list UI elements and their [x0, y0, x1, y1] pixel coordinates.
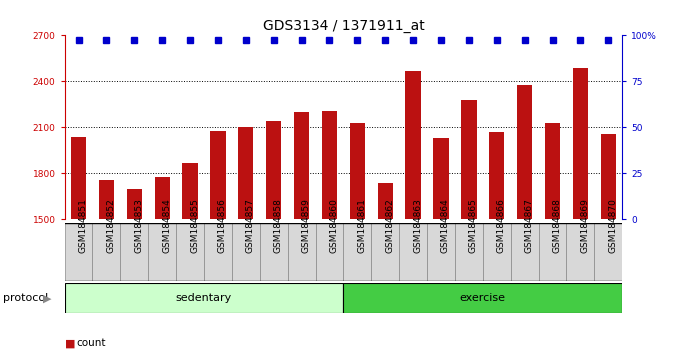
Text: GSM184861: GSM184861	[358, 199, 367, 253]
Bar	[461, 100, 477, 219]
Bar	[65, 223, 92, 281]
Bar	[600, 133, 616, 219]
Text: GSM184854: GSM184854	[163, 199, 171, 253]
Text: count: count	[76, 338, 105, 348]
Bar	[405, 71, 421, 219]
Bar	[176, 223, 204, 281]
Text: GSM184865: GSM184865	[469, 199, 478, 253]
Text: GSM184867: GSM184867	[525, 199, 534, 253]
Text: protocol: protocol	[3, 293, 49, 303]
Text: GSM184866: GSM184866	[496, 199, 506, 253]
Bar	[316, 223, 343, 281]
Bar	[126, 189, 142, 219]
Text: GSM184870: GSM184870	[608, 199, 617, 253]
Bar	[120, 223, 148, 281]
Text: ■: ■	[65, 338, 75, 348]
Bar	[517, 85, 532, 219]
Text: GSM184858: GSM184858	[274, 199, 283, 253]
Text: exercise: exercise	[460, 293, 506, 303]
Bar	[210, 131, 226, 219]
Title: GDS3134 / 1371911_at: GDS3134 / 1371911_at	[262, 19, 424, 33]
Text: GSM184855: GSM184855	[190, 199, 199, 253]
Bar	[288, 223, 316, 281]
Bar	[350, 123, 365, 219]
Bar	[377, 183, 393, 219]
Bar	[71, 137, 86, 219]
Text: GSM184852: GSM184852	[106, 199, 116, 253]
Bar	[343, 283, 622, 313]
Text: GSM184863: GSM184863	[413, 199, 422, 253]
Bar	[294, 112, 309, 219]
Bar	[489, 132, 505, 219]
Bar	[99, 179, 114, 219]
Bar	[545, 123, 560, 219]
Bar	[371, 223, 399, 281]
Bar	[483, 223, 511, 281]
Bar	[433, 138, 449, 219]
Bar	[204, 223, 232, 281]
Bar	[238, 127, 254, 219]
Text: GSM184864: GSM184864	[441, 199, 450, 253]
Bar	[148, 223, 176, 281]
Bar	[322, 110, 337, 219]
Text: ▶: ▶	[43, 293, 52, 303]
Bar	[92, 223, 120, 281]
Bar	[266, 121, 282, 219]
Bar	[539, 223, 566, 281]
Text: GSM184862: GSM184862	[385, 199, 394, 253]
Bar	[573, 68, 588, 219]
Bar	[427, 223, 455, 281]
Text: GSM184851: GSM184851	[78, 199, 88, 253]
Bar	[511, 223, 539, 281]
Text: sedentary: sedentary	[176, 293, 232, 303]
Bar	[260, 223, 288, 281]
Bar	[455, 223, 483, 281]
Text: GSM184853: GSM184853	[135, 199, 143, 253]
Bar	[65, 283, 343, 313]
Bar	[566, 223, 594, 281]
Bar	[154, 177, 170, 219]
Text: GSM184857: GSM184857	[246, 199, 255, 253]
Bar	[594, 223, 622, 281]
Text: GSM184869: GSM184869	[581, 199, 590, 253]
Text: GSM184860: GSM184860	[330, 199, 339, 253]
Bar	[232, 223, 260, 281]
Bar	[399, 223, 427, 281]
Text: GSM184859: GSM184859	[302, 199, 311, 253]
Text: GSM184856: GSM184856	[218, 199, 227, 253]
Bar	[343, 223, 371, 281]
Text: GSM184868: GSM184868	[552, 199, 562, 253]
Bar	[182, 163, 198, 219]
